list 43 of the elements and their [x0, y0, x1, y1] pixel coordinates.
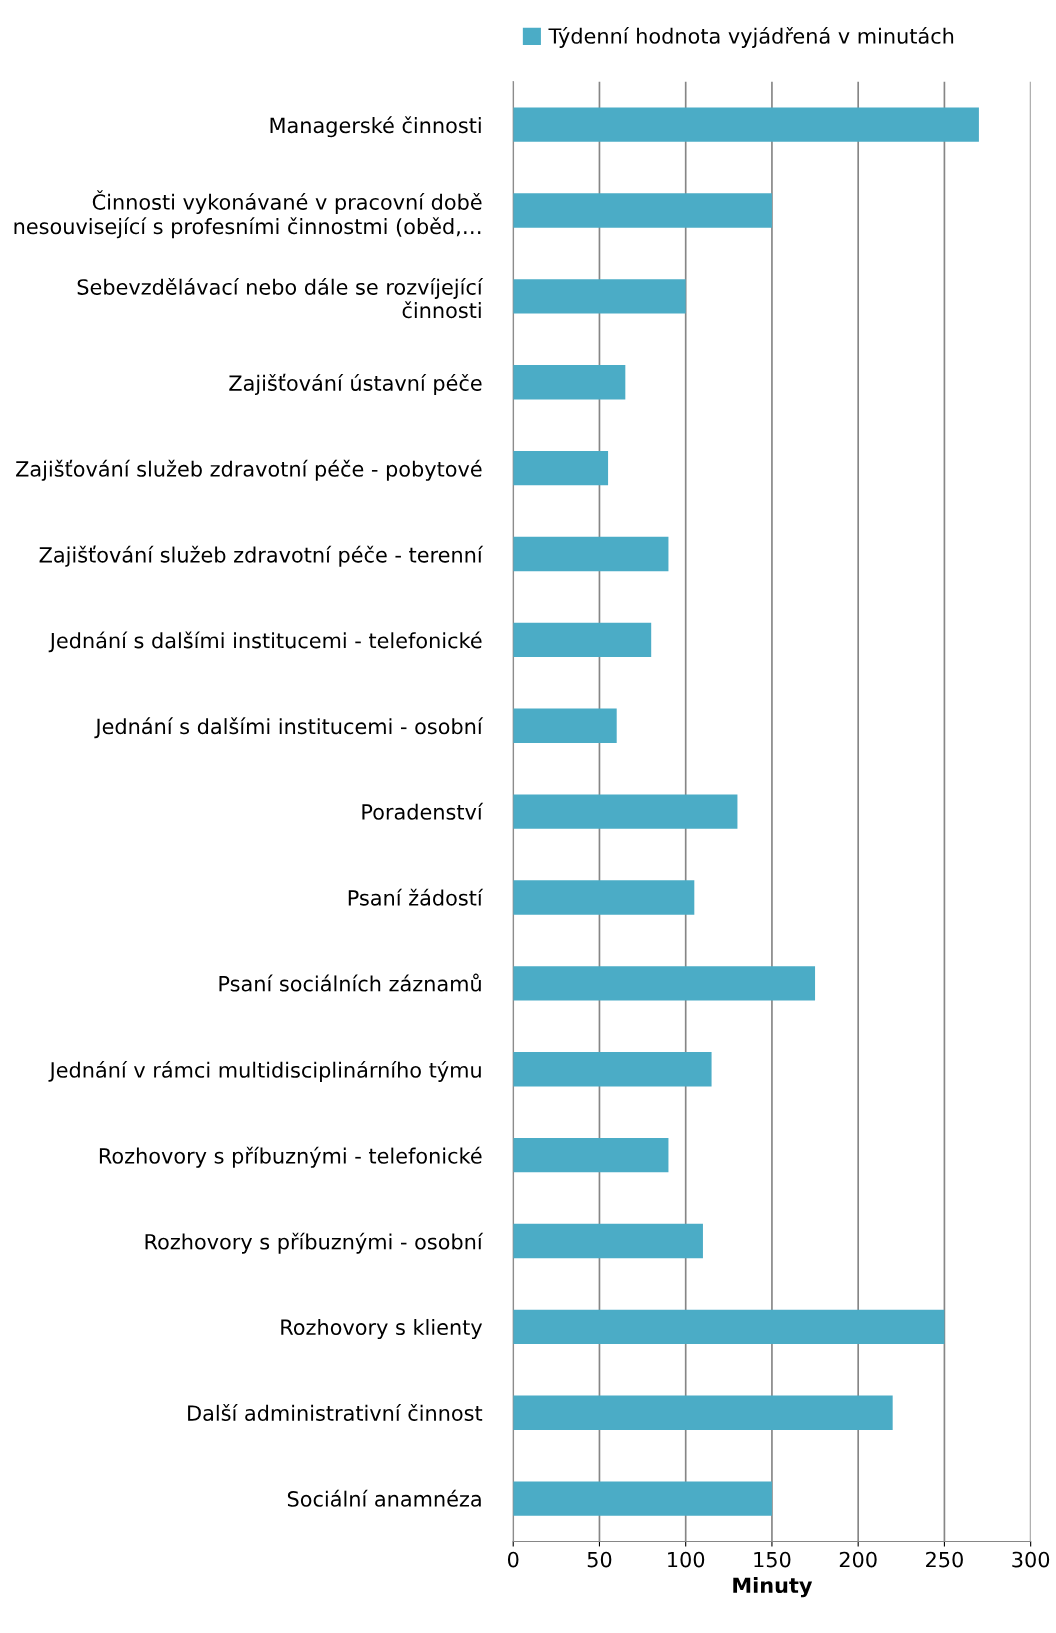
bar — [513, 1052, 712, 1087]
bar — [513, 966, 816, 1001]
y-tick-label: Jednání s dalšími institucemi - telefonické — [48, 631, 482, 653]
bar — [513, 794, 738, 829]
y-tick-label: Managerské činnosti — [270, 116, 481, 138]
bar — [513, 1481, 772, 1516]
bar — [513, 107, 979, 142]
bar — [513, 708, 617, 743]
y-tick-label: Rozhovory s příbuznými - telefonické — [99, 1146, 482, 1168]
x-axis-title: Minuty — [733, 1576, 813, 1598]
bar — [513, 193, 772, 228]
bar — [513, 450, 609, 486]
y-tick-label: Sociální anamnéza — [287, 1489, 481, 1507]
bar — [513, 365, 626, 400]
y-tick-label: Zajišťování služeb zdravotní péče - terenní — [39, 545, 484, 567]
y-tick-label: Zajišťování služeb zdravotní péče - pobytové — [16, 459, 482, 481]
y-tick-label: Poradenství — [362, 802, 484, 820]
x-tick-label: 200 — [839, 1551, 877, 1568]
bar — [513, 536, 669, 572]
y-tick-label: Zajišťování ústavní péče — [229, 373, 482, 395]
y-tick-label: Další administrativní činnost — [188, 1403, 483, 1421]
bar — [513, 880, 695, 915]
y-tick-label: Psaní sociálních záznamů — [219, 973, 481, 992]
y-tick-label: Sebevzdělávací nebo dále se rozvíjející činnosti — [77, 277, 484, 319]
x-tick-label: 0 — [507, 1551, 519, 1568]
bar — [513, 622, 652, 658]
bar — [513, 1223, 703, 1259]
y-tick-label: Jednání v rámci multidisciplinárního týmu — [48, 1060, 481, 1082]
bar — [513, 1137, 669, 1173]
x-tick-label: 100 — [668, 1551, 705, 1568]
x-tick-label: 50 — [587, 1551, 612, 1568]
x-tick-label: 250 — [926, 1551, 963, 1568]
x-tick-label: 150 — [754, 1551, 791, 1568]
bar — [513, 1395, 893, 1430]
x-tick-label: 300 — [1012, 1551, 1050, 1568]
y-tick-label: Psaní žádostí — [348, 888, 484, 906]
y-tick-label: Rozhovory s příbuznými - osobní — [145, 1232, 484, 1254]
y-tick-label: Rozhovory s klienty — [281, 1318, 483, 1340]
bar — [513, 279, 686, 314]
y-tick-label: Jednání s dalšími institucemi - osobní — [94, 717, 484, 739]
y-tick-label: Činnosti vykonávané v pracovní době nesouvisející s profesními činnostmi (oběd,… — [14, 190, 482, 239]
legend-label: Týdenní hodnota vyjádřená v minutách — [548, 26, 954, 48]
bar — [513, 1309, 945, 1345]
